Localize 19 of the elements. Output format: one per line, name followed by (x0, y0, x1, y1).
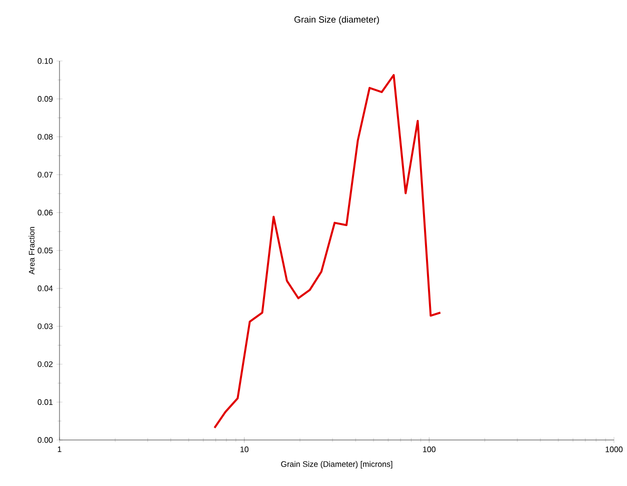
y-tick-label: 0.03 (38, 323, 53, 330)
y-tick-label: 0.10 (38, 58, 53, 64)
x-tick-label: 1000 (606, 446, 623, 452)
y-tick-label: 0.02 (38, 361, 53, 368)
line-series (214, 74, 442, 429)
x-tick-label: 100 (423, 446, 436, 452)
y-tick-label: 0.07 (38, 172, 53, 178)
y-tick-label: 0.08 (38, 134, 53, 140)
x-tick-label: 10 (240, 446, 248, 452)
x-tick-label: 1 (58, 446, 62, 452)
y-tick-label: 0.01 (38, 399, 53, 405)
y-tick-label: 0.05 (38, 248, 53, 254)
y-tick-label: 0.06 (38, 210, 53, 216)
y-tick-label: 0.04 (38, 286, 53, 292)
y-tick-label: 0.00 (38, 437, 53, 443)
x-axis-title: Grain Size (Diameter) [microns] (281, 461, 392, 469)
y-axis-title: Area Fraction (28, 227, 35, 274)
y-tick-label: 0.09 (38, 96, 53, 102)
chart-title: Grain Size (diameter) (294, 16, 379, 24)
